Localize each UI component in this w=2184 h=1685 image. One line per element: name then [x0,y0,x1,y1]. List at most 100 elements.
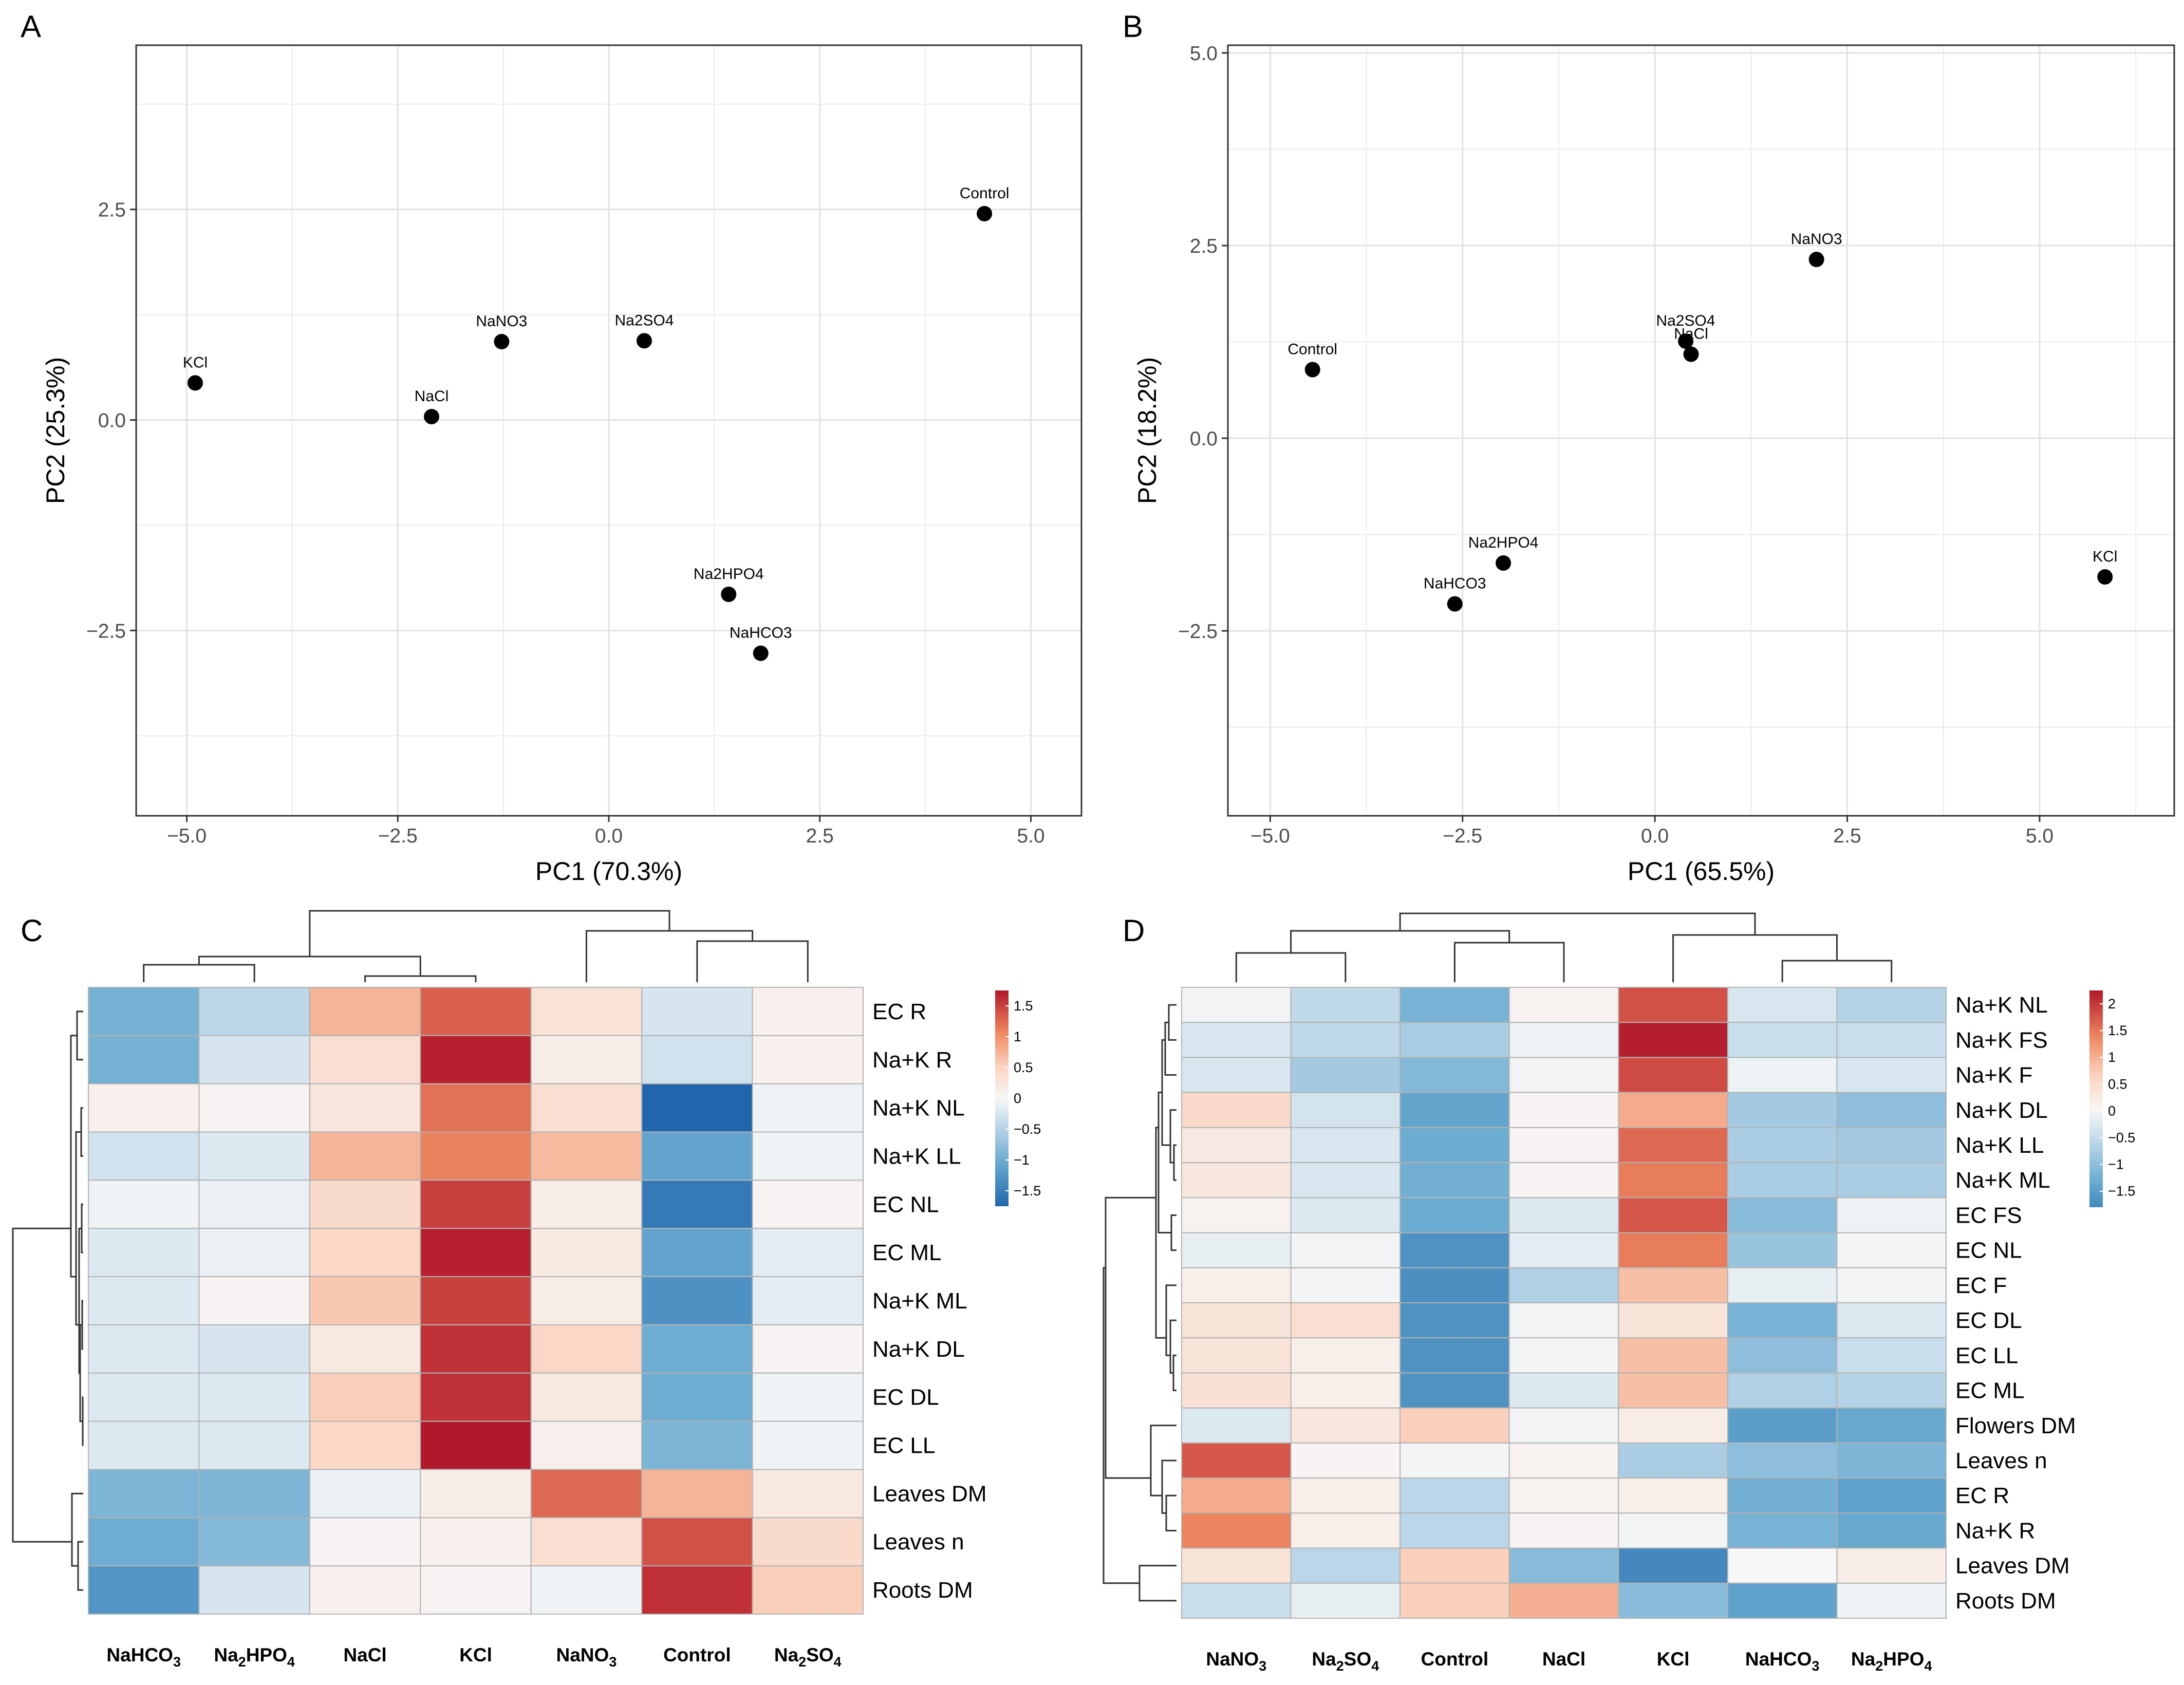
row-label: Na+K F [1955,1063,2032,1088]
heatmap-cell [1181,1407,1292,1444]
heatmap-cell [530,1131,643,1181]
heatmap-cell [1618,1162,1728,1199]
heatmap-cell [1399,1407,1510,1444]
heatmap-cell [88,987,200,1036]
heatmap-cell [1836,1092,1947,1128]
row-dendrogram-branch [1105,1196,1156,1479]
heatmap-cell [1181,1057,1292,1093]
heatmap-cell [1290,1477,1401,1514]
row-dendrogram-branch [70,1035,77,1278]
data-points: Control Na2SO4 NaNO3 KCl NaCl Na2HPO4 NaHCO3 [183,185,1010,661]
heatmap-cell [420,1035,532,1084]
row-dendrogram-branch [1158,1092,1171,1234]
heatmap-cell [420,1083,532,1133]
heatmap-cell [198,1276,310,1325]
heatmap-cell [88,1131,200,1181]
heatmap-cell [752,1083,864,1133]
heatmap-cell [1618,1477,1728,1514]
color-legend: 2 1.5 1 0.5 0 −0.5 −1 −1.5 [2089,990,2135,1207]
column-label: KCl [1657,1649,1690,1670]
legend-tick-label: 0.5 [2108,1076,2127,1092]
column-label: NaCl [343,1644,386,1665]
heatmap-cell [1727,1197,1838,1233]
heatmap-cell [420,987,532,1036]
heatmap-cell [88,1083,200,1133]
axis-ticks: −5.0 −2.5 0.0 2.5 5.0 5.0 2.5 0.0 −2.5 [1178,43,2054,847]
heatmap-cell [1290,1232,1401,1268]
heatmap-cell [1290,1267,1401,1304]
row-dendrogram-branch [77,1541,83,1591]
heatmap-cell [1181,987,1292,1023]
row-label: Na+K ML [1955,1168,2050,1193]
heatmap-cell [1727,1022,1838,1058]
row-label: Leaves DM [872,1481,987,1506]
point-label: KCl [183,354,208,371]
heatmap-cell [1836,1477,1947,1514]
heatmap-cell [1727,1337,1838,1374]
heatmap-cell [752,1420,864,1470]
heatmap-cell [1290,1582,1401,1619]
panel-label-a: A [21,9,41,44]
heatmap-cell [309,987,421,1036]
heatmap-cell [420,1131,532,1181]
heatmap-cell [641,1324,753,1374]
data-point [494,334,510,350]
row-dendrogram-branch [1169,1319,1177,1374]
row-dendrogram-branch [1172,1354,1177,1392]
heatmap-cell [198,1131,310,1181]
x-tick-label: 2.5 [806,825,834,847]
heatmap-cell [1399,1547,1510,1584]
dendrogram [12,910,809,1591]
point-label: Na2SO4 [614,312,674,329]
row-label: Leaves n [872,1529,964,1555]
row-label: EC LL [1955,1343,2018,1368]
legend-tick-label: −1.5 [1014,1183,1041,1199]
column-label: Na2​HPO4​ [214,1644,295,1670]
column-label: NaCl [1542,1649,1585,1670]
heatmap-cell [309,1276,421,1325]
heatmap-cell [1727,1512,1838,1549]
row-label: EC ML [1955,1378,2024,1403]
color-bar [2089,990,2103,1207]
column-dendrogram-branch [585,930,754,982]
heatmap-cell [530,1565,643,1615]
heatmap-cell [1181,1442,1292,1479]
row-labels: Na+K NL Na+K FS Na+K F Na+K DL Na+K LL Na+K M… [1955,993,2076,1614]
heatmap-cell [1618,1267,1728,1304]
row-dendrogram-branch [1164,1021,1177,1076]
heatmap-cell [1508,1057,1619,1093]
data-point [637,333,652,349]
heatmap-cell [752,1180,864,1229]
heatmap-cell [752,1372,864,1422]
heatmap-cell [1618,1127,1728,1164]
heatmap-cell [1399,1442,1510,1479]
heatmap-cell [1618,1407,1728,1444]
legend-tick-label: 1 [2108,1050,2116,1065]
heatmap-cell [1727,1547,1838,1584]
heatmap-cell [1290,1442,1401,1479]
row-label: EC NL [1955,1238,2022,1263]
heatmap-cell [1181,1127,1292,1164]
heatmap-cell [1836,1337,1947,1374]
heatmap-cell [1290,1022,1401,1058]
column-label: NaNO3​ [1206,1649,1266,1674]
heatmap-cell [1836,1407,1947,1444]
heatmap-cell [1290,1197,1401,1233]
y-tick-label: 2.5 [98,199,126,221]
heatmap-cell [1181,1547,1292,1584]
heatmap-cell [1508,1022,1619,1058]
point-label: Control [960,185,1010,202]
heatmap-cell [641,1131,753,1181]
heatmap-cell [641,1035,753,1084]
heatmap-cell [1618,1442,1728,1479]
row-dendrogram-branch [1165,1284,1177,1356]
heatmap-cells [88,987,864,1615]
heatmap-cell [88,1324,200,1374]
heatmap-cell [1399,1127,1510,1164]
column-dendrogram-branch [1399,912,1756,935]
row-label: Na+K ML [872,1288,967,1314]
x-tick-label: 0.0 [595,825,623,847]
heatmap-cell [530,1324,643,1374]
heatmap-cell [1836,1512,1947,1549]
